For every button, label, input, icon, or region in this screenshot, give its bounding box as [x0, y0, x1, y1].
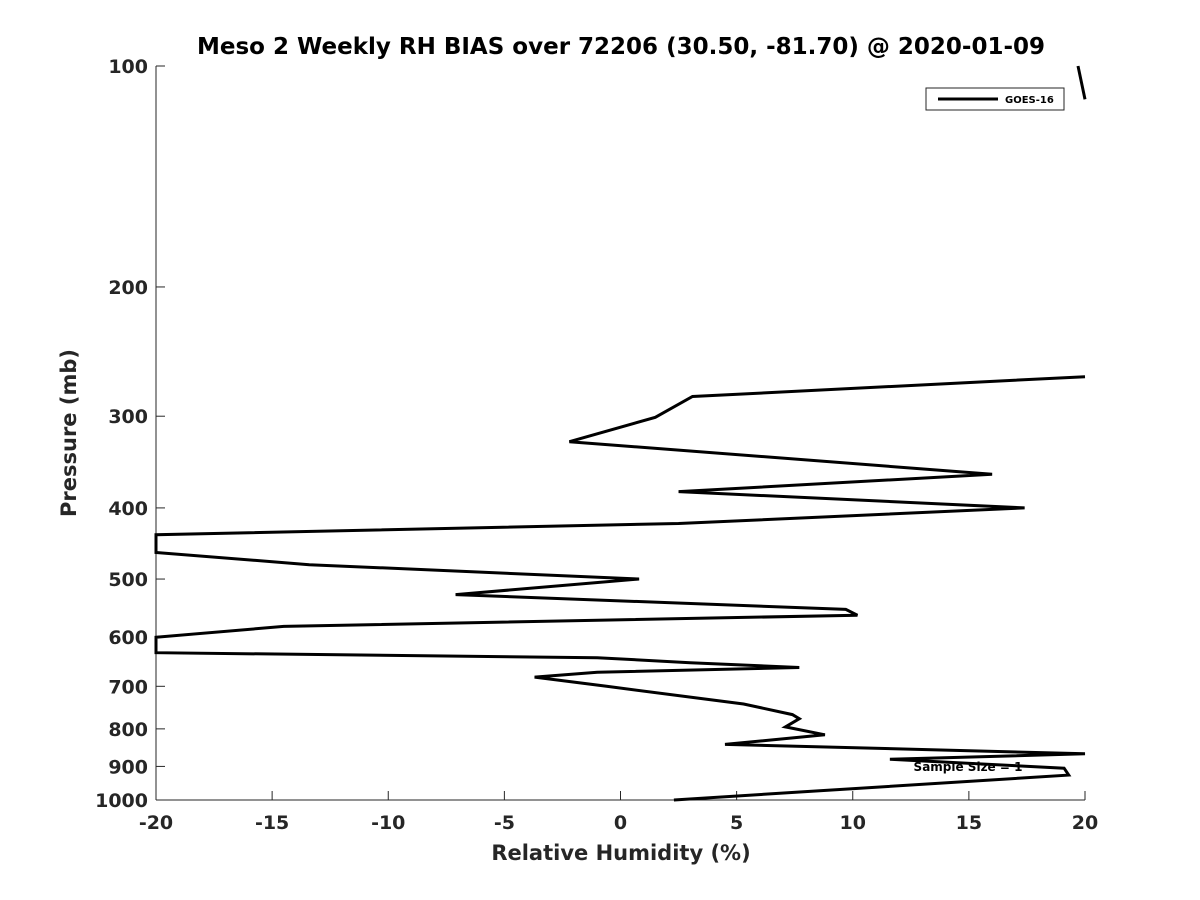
- series-layer: [154, 65, 1087, 802]
- chart-title: Meso 2 Weekly RH BIAS over 72206 (30.50,…: [197, 34, 1045, 60]
- series-line-segment-1: [1076, 65, 1087, 100]
- x-tick-label: 0: [614, 812, 627, 834]
- x-tick-label: -20: [139, 812, 173, 834]
- y-axis-label: Pressure (mb): [57, 349, 81, 517]
- sample-size-annotation: Sample Size = 1: [914, 760, 1023, 774]
- x-tick-label: -15: [255, 812, 289, 834]
- x-axis-ticks: -20 -15 -10 -5 0 5 10 15 20: [139, 791, 1098, 834]
- legend-label-goes-16: GOES-16: [1005, 95, 1054, 106]
- series-line-goes-16: [154, 375, 1086, 802]
- x-tick-label: -5: [494, 812, 515, 834]
- y-tick-label: 1000: [95, 790, 148, 812]
- y-tick-label: 200: [108, 277, 148, 299]
- y-tick-label: 400: [108, 498, 148, 520]
- y-axis-ticks: 100 200 300 400 500 600 700 800 900 1000: [95, 56, 165, 812]
- y-tick-label: 500: [108, 569, 148, 591]
- x-tick-label: 10: [840, 812, 866, 834]
- x-axis-label: Relative Humidity (%): [491, 841, 750, 865]
- y-tick-label: 100: [108, 56, 148, 78]
- y-tick-label: 800: [108, 719, 148, 741]
- y-tick-label: 900: [108, 756, 148, 778]
- y-tick-label: 300: [108, 406, 148, 428]
- legend: GOES-16: [925, 87, 1065, 111]
- x-tick-label: 15: [956, 812, 982, 834]
- y-tick-label: 600: [108, 627, 148, 649]
- x-tick-label: 20: [1072, 812, 1098, 834]
- x-tick-label: -10: [371, 812, 405, 834]
- x-tick-label: 5: [730, 812, 743, 834]
- y-tick-label: 700: [108, 676, 148, 698]
